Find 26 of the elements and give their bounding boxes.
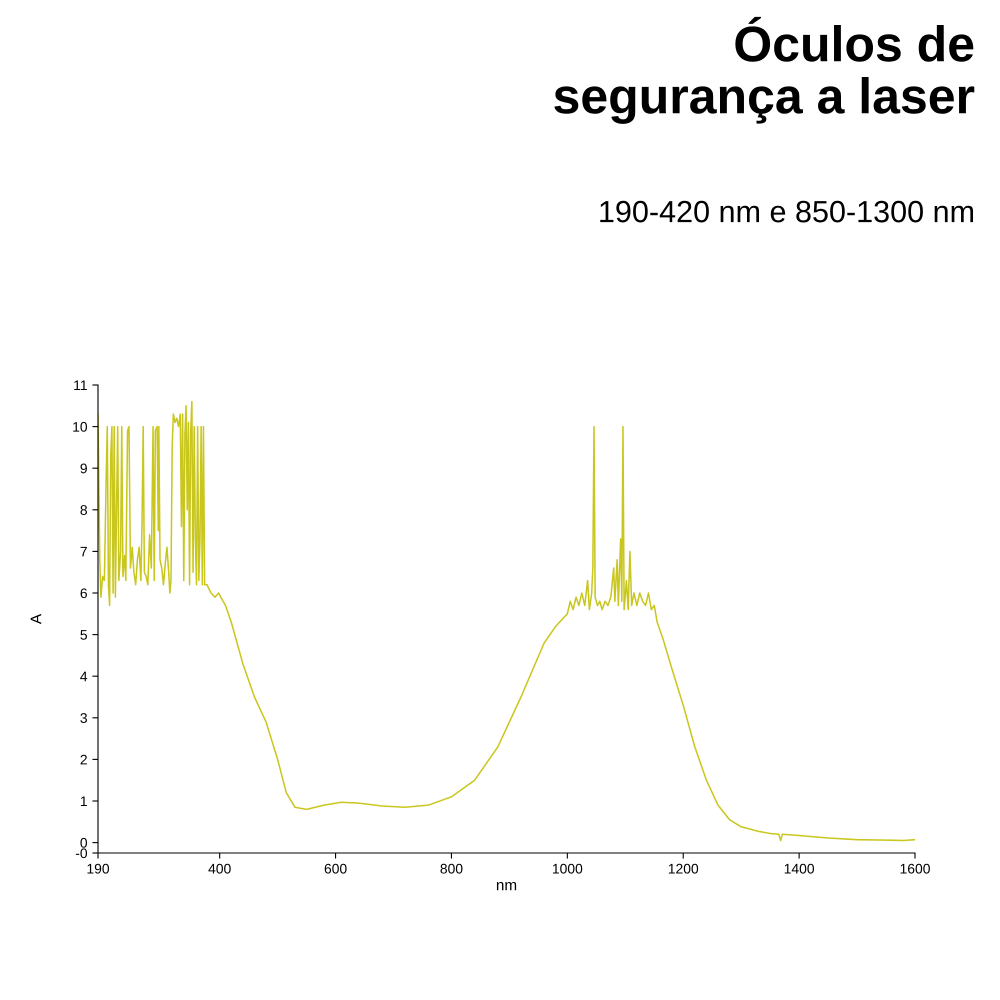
chart-subtitle: 190-420 nm e 850-1300 nm: [600, 200, 974, 222]
y-tick-label: 0: [80, 838, 88, 848]
x-tick-label: 600: [324, 864, 347, 874]
x-tick-label: 1000: [552, 864, 582, 874]
y-axis-title: A: [30, 614, 42, 624]
x-tick-label: 1400: [784, 864, 814, 874]
y-tick-label: -0: [76, 848, 88, 858]
x-tick-label: 800: [440, 864, 462, 874]
x-tick-label: 400: [208, 864, 231, 874]
y-tick-label: 4: [80, 672, 88, 682]
line-series: [98, 400, 915, 842]
y-tick-label: 11: [74, 380, 87, 390]
y-tick-label: 8: [80, 505, 87, 515]
x-tick-label: 1600: [900, 864, 930, 874]
y-tick-label: 5: [80, 630, 87, 640]
chart-title: Óculos de segurança a laser: [554, 16, 974, 124]
x-tick-label: 1200: [668, 864, 698, 874]
y-tick-label: 10: [73, 422, 88, 432]
y-tick-label: 2: [80, 754, 87, 764]
x-tick-label: 190: [87, 864, 110, 874]
y-tick-label: 7: [80, 546, 87, 556]
y-tick-label: 6: [80, 588, 87, 598]
x-axis-title: nm: [496, 882, 516, 890]
y-tick-label: 3: [80, 713, 87, 723]
y-tick-label: 1: [80, 796, 87, 806]
y-tick-label: 9: [80, 464, 87, 474]
